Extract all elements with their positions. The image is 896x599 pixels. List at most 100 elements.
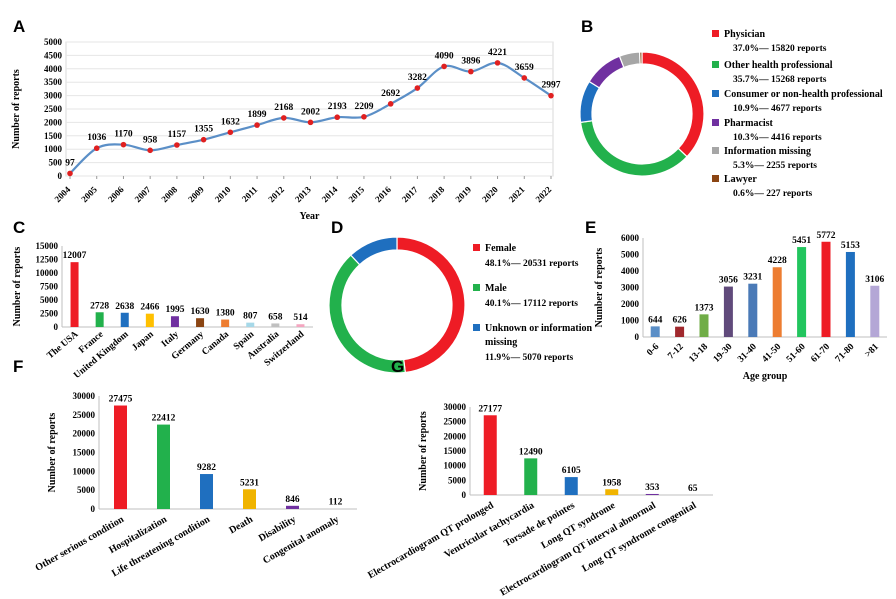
y-tick-label-e: 3000 [621,283,640,293]
legend-swatch-b [712,119,719,126]
y-tick-label-c: 2500 [40,309,59,319]
y-tick-label-a: 2500 [44,104,63,114]
x-tick-label-a: 2007 [133,184,153,204]
bar-f [286,505,299,509]
bar-c [145,313,154,327]
data-label-a: 4090 [435,51,454,61]
x-tick-label-c: Japan [130,329,156,353]
y-tick-label-e: 2000 [621,299,640,309]
data-point-a [334,114,341,121]
data-point-a [494,60,501,66]
x-tick-label-e: 31-40 [736,342,759,365]
y-tick-label-a: 1000 [44,144,63,154]
x-tick-label-a: 2018 [427,184,447,204]
legend-label-b: Lawyer [724,174,757,185]
data-label-a: 2002 [301,107,320,117]
bar-e [723,286,733,337]
x-tick-label-a: 2020 [480,184,500,204]
data-point-a [387,101,394,107]
data-label-g: 12490 [519,447,543,457]
y-tick-label-a: 3000 [44,91,63,101]
legend-label-d: Female [485,243,517,254]
y-tick-label-f: 20000 [73,429,96,439]
data-label-g: 353 [645,483,660,493]
y-tick-label-f: 30000 [73,391,96,401]
y-tick-label-g: 0 [462,490,467,500]
legend-sub-b: 37.0%— 15820 reports [733,44,827,54]
data-label-e: 5153 [841,241,860,251]
bar-g [605,489,619,495]
legend-label-b: Information missing [724,146,811,157]
y-axis-title-f: Number of reports [47,413,58,493]
x-tick-label-a: 2008 [159,184,179,204]
data-label-e: 644 [648,315,663,325]
legend-swatch-d [473,284,480,291]
y-tick-label-a: 2000 [44,117,63,127]
data-label-e: 3231 [743,273,762,283]
data-point-a [280,115,287,121]
bar-c [196,318,205,327]
data-label-a: 2209 [354,102,373,112]
data-label-a: 4221 [488,48,507,58]
y-tick-label-g: 15000 [444,446,467,456]
x-tick-label-a: 2012 [266,184,286,204]
y-tick-label-c: 5000 [40,295,59,305]
y-tick-label-f: 0 [91,504,96,514]
legend-label-d: Unknown or information [485,323,592,334]
y-tick-label-a: 3500 [44,77,63,87]
x-tick-label-c: Italy [160,329,181,349]
donut-slice-b [641,51,705,158]
x-tick-label-e: >81 [863,342,881,360]
data-point-a [361,113,367,120]
legend-sub-b: 10.3%— 4416 reports [733,133,822,143]
data-label-c: 1995 [165,305,184,315]
y-tick-label-e: 4000 [621,266,640,276]
data-label-f: 22412 [152,414,176,424]
bar-e [699,314,709,337]
y-tick-label-e: 5000 [621,250,640,260]
panel-letter-a: A [13,17,25,36]
legend-label-b: Consumer or non-health professional [724,89,883,100]
panel-letter-f: F [13,357,23,376]
data-label-e: 3106 [865,275,884,285]
y-tick-label-e: 1000 [621,316,640,326]
donut-slice-b [579,120,688,177]
x-tick-label-e: 19-30 [712,342,735,365]
data-point-a [441,63,447,70]
x-tick-label-e: 41-50 [761,342,784,365]
y-tick-label-a: 0 [58,171,63,181]
bar-c [95,312,104,327]
bar-f [157,424,170,509]
bar-g [564,477,578,495]
donut-slice-d [349,236,398,266]
data-point-a [93,145,100,152]
legend-sub-b: 0.6%— 227 reports [733,189,813,199]
bar-e [870,285,880,337]
y-axis-title-c: Number of reports [12,247,23,327]
y-tick-label-f: 10000 [73,466,96,476]
data-label-f: 5231 [240,478,259,488]
x-tick-label-c: Canada [200,329,231,357]
y-axis-title-g: Number of reports [418,411,429,491]
panel-letter-d: D [331,218,343,237]
x-tick-label-a: 2021 [507,184,527,204]
x-tick-label-e: 51-60 [785,342,808,365]
legend-swatch-b [712,61,719,68]
data-label-f: 112 [329,498,343,508]
data-label-a: 2692 [381,89,400,99]
x-tick-label-a: 2014 [320,184,340,204]
bar-e [650,326,660,337]
bar-c [70,262,79,327]
data-label-a: 1170 [114,130,133,140]
data-label-c: 514 [293,313,308,323]
data-label-a: 2168 [274,103,293,113]
y-axis-title-e: Number of reports [594,248,605,328]
data-label-a: 2997 [542,81,561,91]
data-point-a [174,142,180,148]
bar-e [772,267,782,337]
x-axis-title-e: Age group [743,371,788,382]
legend-sub-d: 40.1%— 17112 reports [485,299,578,309]
data-label-a: 3896 [461,57,480,67]
x-tick-label-a: 2011 [240,184,260,204]
